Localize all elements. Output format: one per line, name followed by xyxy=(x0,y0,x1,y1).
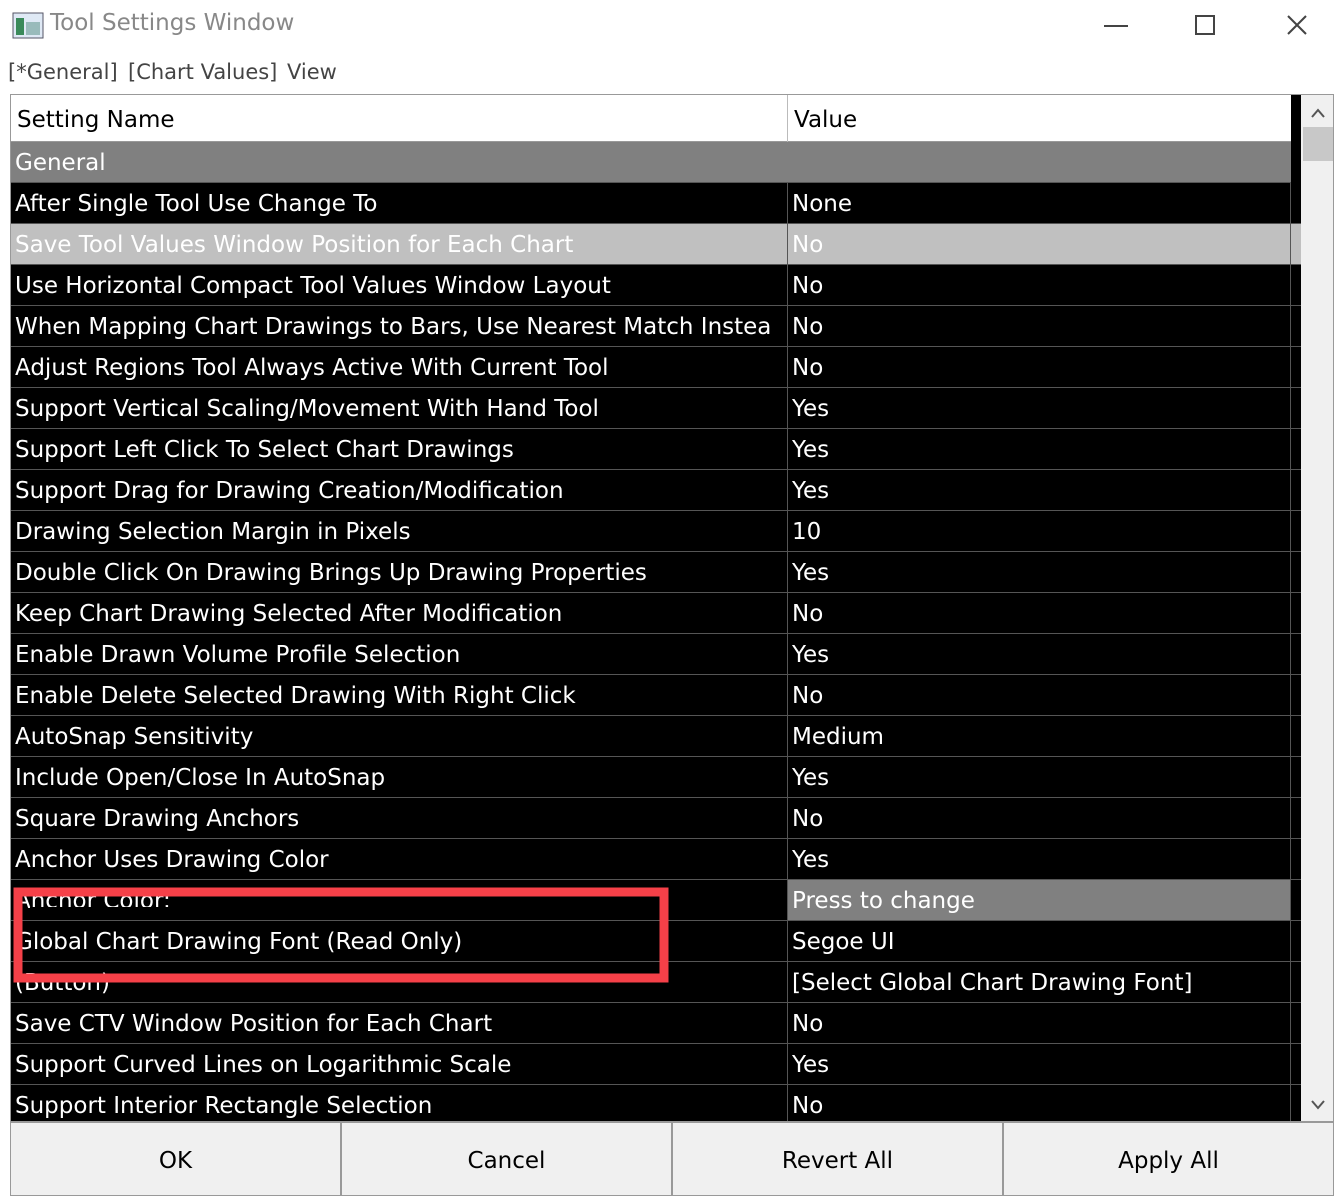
setting-value: Yes xyxy=(788,429,1291,469)
setting-row[interactable]: Support Vertical Scaling/Movement With H… xyxy=(11,388,1301,429)
column-header[interactable]: Setting Name xyxy=(11,95,788,142)
settings-grid: Setting Name Value General After Single … xyxy=(10,94,1334,1122)
setting-name: Global Chart Drawing Font (Read Only) xyxy=(11,921,788,961)
setting-name: Anchor Uses Drawing Color xyxy=(11,839,788,879)
setting-value: Yes xyxy=(788,757,1291,797)
setting-row[interactable]: Save CTV Window Position for Each Chart N… xyxy=(11,1003,1301,1044)
setting-row[interactable]: Drawing Selection Margin in Pixels 10 xyxy=(11,511,1301,552)
setting-name: Double Click On Drawing Brings Up Drawin… xyxy=(11,552,788,592)
setting-name: Save Tool Values Window Position for Eac… xyxy=(11,224,788,264)
setting-value: Segoe UI xyxy=(788,921,1291,961)
setting-value: Yes xyxy=(788,388,1291,428)
setting-value: No xyxy=(788,306,1291,346)
setting-name: Adjust Regions Tool Always Active With C… xyxy=(11,347,788,387)
setting-name: Save CTV Window Position for Each Chart xyxy=(11,1003,788,1043)
setting-value: Yes xyxy=(788,839,1291,879)
setting-row[interactable]: Use Horizontal Compact Tool Values Windo… xyxy=(11,265,1301,306)
setting-row[interactable]: Square Drawing Anchors No xyxy=(11,798,1301,839)
setting-value[interactable]: Press to change xyxy=(788,880,1291,920)
setting-value: No xyxy=(788,593,1291,633)
setting-row[interactable]: After Single Tool Use Change To None xyxy=(11,183,1301,224)
setting-value: No xyxy=(788,1085,1291,1121)
setting-value: Yes xyxy=(788,552,1291,592)
column-header[interactable]: Value xyxy=(794,107,858,133)
setting-value: [Select Global Chart Drawing Font] xyxy=(788,962,1291,1002)
highlight-box xyxy=(13,887,669,983)
setting-name: When Mapping Chart Drawings to Bars, Use… xyxy=(11,306,788,346)
setting-name: Enable Delete Selected Drawing With Righ… xyxy=(11,675,788,715)
setting-value: Yes xyxy=(788,1044,1291,1084)
setting-name: Support Left Click To Select Chart Drawi… xyxy=(11,429,788,469)
setting-row[interactable]: Double Click On Drawing Brings Up Drawin… xyxy=(11,552,1301,593)
setting-row[interactable]: Include Open/Close In AutoSnap Yes xyxy=(11,757,1301,798)
button[interactable]: Cancel xyxy=(341,1122,672,1196)
button[interactable]: Revert All xyxy=(672,1122,1003,1196)
menu-item[interactable]: [Chart Values] xyxy=(128,60,278,84)
setting-value: Medium xyxy=(788,716,1291,756)
setting-row[interactable]: Global Chart Drawing Font (Read Only) Seg… xyxy=(11,921,1301,962)
button[interactable]: OK xyxy=(10,1122,341,1196)
setting-name: Square Drawing Anchors xyxy=(11,798,788,838)
menu-item[interactable]: [*General] xyxy=(8,60,118,84)
app-icon xyxy=(12,12,44,39)
scrollbar[interactable] xyxy=(1301,95,1333,1121)
setting-name: Support Vertical Scaling/Movement With H… xyxy=(11,388,788,428)
setting-row[interactable]: Enable Delete Selected Drawing With Righ… xyxy=(11,675,1301,716)
setting-row[interactable]: Support Curved Lines on Logarithmic Scal… xyxy=(11,1044,1301,1085)
setting-name: Keep Chart Drawing Selected After Modifi… xyxy=(11,593,788,633)
setting-value: No xyxy=(788,675,1291,715)
setting-row[interactable]: Support Left Click To Select Chart Drawi… xyxy=(11,429,1301,470)
scrollbar-graphic xyxy=(1303,108,1333,1110)
setting-value: None xyxy=(788,183,1291,223)
setting-row[interactable]: Support Interior Rectangle Selection No xyxy=(11,1085,1301,1121)
setting-value: No xyxy=(788,798,1291,838)
setting-name: After Single Tool Use Change To xyxy=(11,183,788,223)
setting-row[interactable]: Anchor Color: Press to change xyxy=(11,880,1301,921)
setting-value: 10 xyxy=(788,511,1291,551)
setting-value: No xyxy=(788,224,1291,264)
setting-name: Support Curved Lines on Logarithmic Scal… xyxy=(11,1044,788,1084)
section-label: General xyxy=(15,150,106,176)
setting-row[interactable]: Enable Drawn Volume Profile Selection Yes xyxy=(11,634,1301,675)
setting-name: Support Interior Rectangle Selection xyxy=(11,1085,788,1121)
window-controls[interactable] xyxy=(1090,8,1320,44)
setting-row[interactable]: Support Drag for Drawing Creation/Modifi… xyxy=(11,470,1301,511)
setting-name: Use Horizontal Compact Tool Values Windo… xyxy=(11,265,788,305)
setting-row[interactable]: AutoSnap Sensitivity Medium xyxy=(11,716,1301,757)
setting-value: Yes xyxy=(788,470,1291,510)
button[interactable]: Apply All xyxy=(1003,1122,1334,1196)
setting-row[interactable]: Adjust Regions Tool Always Active With C… xyxy=(11,347,1301,388)
setting-value: Yes xyxy=(788,634,1291,674)
setting-name: Include Open/Close In AutoSnap xyxy=(11,757,788,797)
setting-name: Enable Drawn Volume Profile Selection xyxy=(11,634,788,674)
setting-row[interactable]: Keep Chart Drawing Selected After Modifi… xyxy=(11,593,1301,634)
setting-row[interactable]: Save Tool Values Window Position for Eac… xyxy=(11,224,1301,265)
setting-name: Drawing Selection Margin in Pixels xyxy=(11,511,788,551)
setting-name: AutoSnap Sensitivity xyxy=(11,716,788,756)
window-title: Tool Settings Window xyxy=(50,10,295,36)
grid-header: Setting Name Value xyxy=(11,95,1291,142)
setting-value: No xyxy=(788,1003,1291,1043)
setting-name: Support Drag for Drawing Creation/Modifi… xyxy=(11,470,788,510)
section-row[interactable]: General xyxy=(11,142,1291,183)
menu-item[interactable]: View xyxy=(287,60,337,84)
setting-row[interactable]: Anchor Uses Drawing Color Yes xyxy=(11,839,1301,880)
setting-value: No xyxy=(788,265,1291,305)
setting-row[interactable]: When Mapping Chart Drawings to Bars, Use… xyxy=(11,306,1301,347)
setting-value: No xyxy=(788,347,1291,387)
